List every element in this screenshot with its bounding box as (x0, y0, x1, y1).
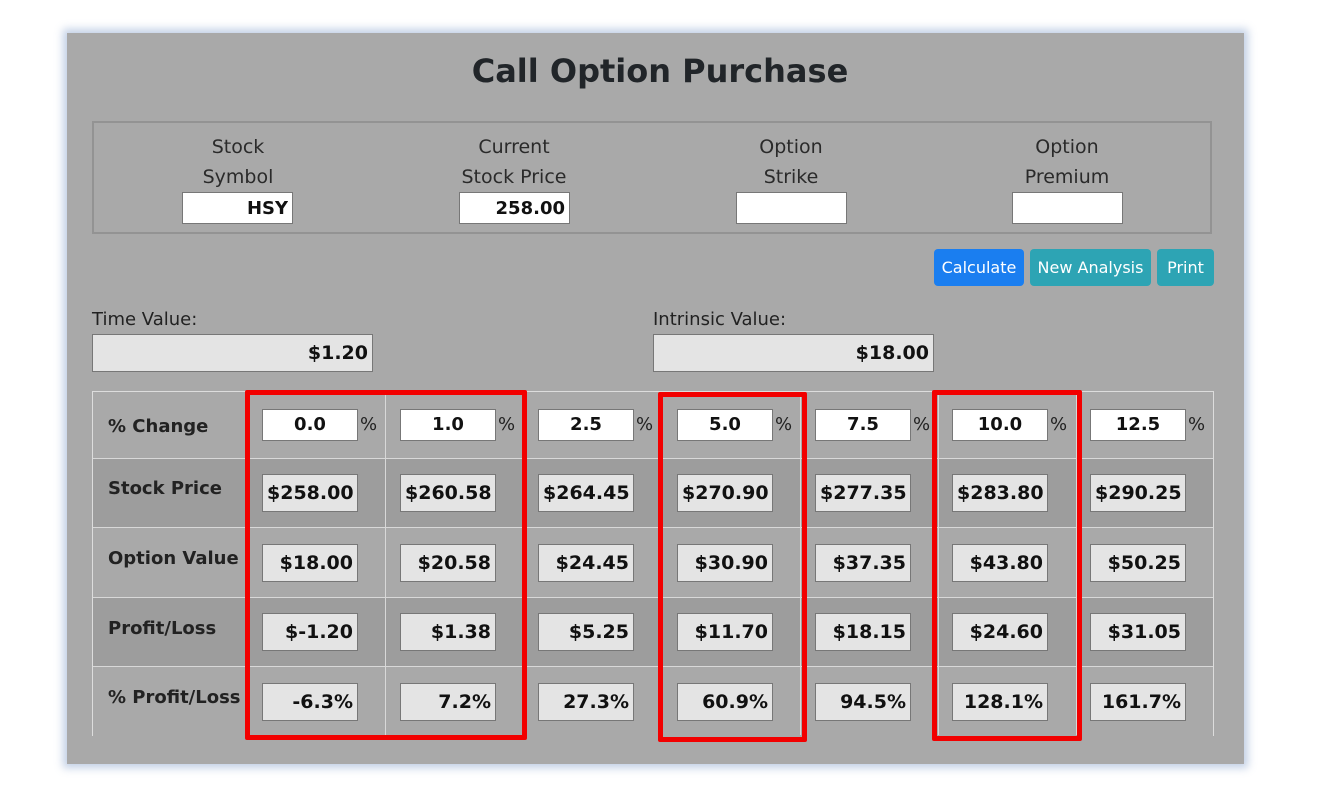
pct-profit-loss-cell: 60.9% (677, 683, 773, 721)
column-divider (938, 392, 939, 735)
stock-price-cell: $258.00 (262, 474, 358, 512)
option-premium-label: Option Premium (1024, 136, 1110, 188)
row-label: % Profit/Loss (108, 687, 241, 708)
profit-loss-cell: $5.25 (538, 613, 634, 651)
percent-sign: % (1188, 414, 1206, 435)
scenario-table: % Change Stock Price Option Value Profit/Lo… (92, 391, 1214, 737)
profit-loss-cell: $18.15 (815, 613, 911, 651)
row-label: Profit/Loss (108, 618, 217, 639)
pct-change-input[interactable]: 0.0 (262, 409, 358, 441)
row-divider (93, 527, 1213, 528)
intrinsic-value-label: Intrinsic Value: (653, 309, 787, 330)
option-value-cell: $20.58 (400, 544, 496, 582)
pct-change-input[interactable]: 5.0 (677, 409, 773, 441)
option-value-cell: $37.35 (815, 544, 911, 582)
row-label: Stock Price (108, 478, 222, 499)
profit-loss-cell: $11.70 (677, 613, 773, 651)
row-divider (93, 458, 1213, 459)
option-strike-label: Option Strike (759, 136, 823, 188)
column-divider (245, 392, 246, 735)
stock-price-cell: $264.45 (538, 474, 634, 512)
profit-loss-cell: $1.38 (400, 613, 496, 651)
stock-price-cell: $260.58 (400, 474, 496, 512)
current-price-input[interactable] (459, 192, 570, 224)
pct-profit-loss-cell: 7.2% (400, 683, 496, 721)
print-button[interactable]: Print (1157, 249, 1214, 286)
column-divider (800, 392, 801, 735)
pct-profit-loss-cell: 128.1% (952, 683, 1048, 721)
time-value-readout: $1.20 (92, 334, 373, 372)
option-value-cell: $18.00 (262, 544, 358, 582)
pct-profit-loss-cell: 27.3% (538, 683, 634, 721)
row-divider (93, 666, 1213, 667)
column-divider (1076, 392, 1077, 735)
stock-price-cell: $277.35 (815, 474, 911, 512)
stock-price-cell: $290.25 (1090, 474, 1186, 512)
pct-change-input[interactable]: 10.0 (952, 409, 1048, 441)
row-label: % Change (108, 416, 209, 437)
percent-sign: % (775, 414, 793, 435)
pct-change-input[interactable]: 12.5 (1090, 409, 1186, 441)
percent-sign: % (913, 414, 931, 435)
percent-sign: % (636, 414, 654, 435)
stock-symbol-input[interactable] (182, 192, 293, 224)
profit-loss-cell: $-1.20 (262, 613, 358, 651)
pct-profit-loss-cell: -6.3% (262, 683, 358, 721)
pct-change-input[interactable]: 1.0 (400, 409, 496, 441)
pct-profit-loss-cell: 94.5% (815, 683, 911, 721)
option-value-cell: $50.25 (1090, 544, 1186, 582)
percent-sign: % (360, 414, 378, 435)
stock-price-cell: $270.90 (677, 474, 773, 512)
row-divider (93, 597, 1213, 598)
option-value-cell: $43.80 (952, 544, 1048, 582)
page-title: Call Option Purchase (471, 52, 849, 90)
percent-sign: % (498, 414, 516, 435)
column-divider (523, 392, 524, 735)
intrinsic-value-readout: $18.00 (653, 334, 934, 372)
pct-change-input[interactable]: 7.5 (815, 409, 911, 441)
calculate-button[interactable]: Calculate (934, 249, 1024, 286)
stock-price-cell: $283.80 (952, 474, 1048, 512)
stock-symbol-label: Stock Symbol (202, 136, 274, 188)
current-price-label: Current Stock Price (461, 136, 567, 188)
pct-change-input[interactable]: 2.5 (538, 409, 634, 441)
option-premium-input[interactable] (1012, 192, 1123, 224)
profit-loss-cell: $31.05 (1090, 613, 1186, 651)
inputs-box (92, 121, 1212, 234)
column-divider (662, 392, 663, 735)
percent-sign: % (1050, 414, 1068, 435)
option-value-cell: $30.90 (677, 544, 773, 582)
row-label: Option Value (108, 548, 239, 569)
time-value-label: Time Value: (92, 309, 198, 330)
new-analysis-button[interactable]: New Analysis (1030, 249, 1151, 286)
option-strike-input[interactable] (736, 192, 847, 224)
column-divider (385, 392, 386, 735)
option-value-cell: $24.45 (538, 544, 634, 582)
profit-loss-cell: $24.60 (952, 613, 1048, 651)
pct-profit-loss-cell: 161.7% (1090, 683, 1186, 721)
